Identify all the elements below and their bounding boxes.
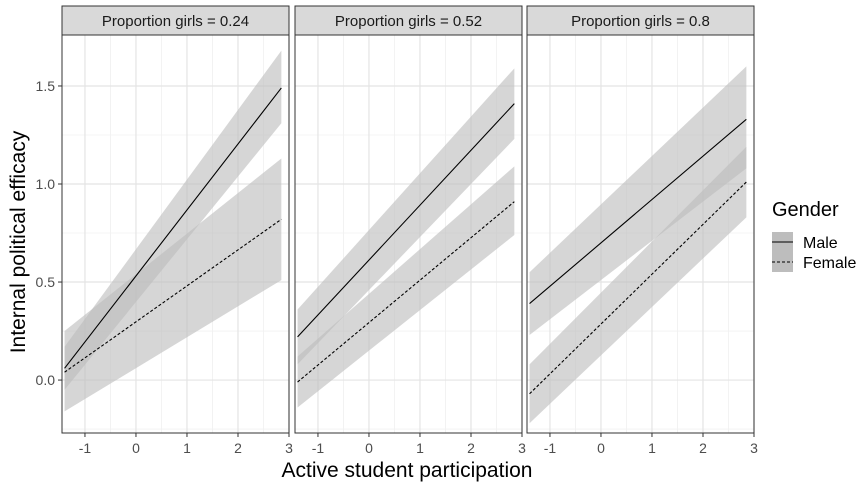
x-tick-label: 3 bbox=[518, 440, 526, 456]
series-line-female bbox=[64, 218, 282, 373]
x-axis-title: Active student participation bbox=[282, 459, 533, 482]
series-line-female bbox=[529, 181, 747, 395]
x-tick-label: -1 bbox=[544, 440, 557, 456]
y-axis: 0.0 0.5 1.0 1.5 bbox=[36, 78, 62, 388]
ci-band-female bbox=[297, 166, 515, 408]
series-line-male bbox=[64, 87, 282, 369]
ci-band-female bbox=[529, 146, 747, 424]
panel-1: Proportion girls = 0.24 bbox=[61, 5, 290, 434]
x-tick-label: 2 bbox=[699, 440, 707, 456]
panel-content bbox=[297, 68, 515, 408]
x-tick-label: 2 bbox=[234, 440, 242, 456]
series-line-male bbox=[297, 103, 515, 338]
x-tick-label: 1 bbox=[183, 440, 191, 456]
panel-content bbox=[64, 50, 282, 412]
y-tick-label: 0.5 bbox=[36, 274, 56, 290]
facet-strip-label: Proportion girls = 0.24 bbox=[102, 13, 249, 30]
x-tick-label: 0 bbox=[597, 440, 605, 456]
facet-strip bbox=[61, 5, 290, 36]
panel-border bbox=[526, 34, 755, 434]
ci-band-male bbox=[297, 68, 515, 365]
y-tick-label: 1.0 bbox=[36, 176, 56, 192]
legend-label-female: Female bbox=[803, 255, 856, 272]
panel-border bbox=[294, 34, 523, 434]
y-tick-label: 1.5 bbox=[36, 78, 56, 94]
x-axis-panel-2: -1 0 1 2 3 bbox=[312, 433, 526, 456]
chart-panels: Proportion girls = 0.24 Proportion girls … bbox=[61, 5, 755, 434]
y-axis-title: Internal political efficacy bbox=[7, 130, 30, 353]
legend: Gender Male Female bbox=[772, 199, 856, 272]
facet-strip-label: Proportion girls = 0.52 bbox=[335, 13, 482, 30]
x-tick-label: 0 bbox=[132, 440, 140, 456]
x-tick-label: -1 bbox=[312, 440, 325, 456]
x-tick-label: 3 bbox=[750, 440, 758, 456]
ci-band-female bbox=[64, 158, 282, 412]
legend-title: Gender bbox=[772, 199, 839, 221]
x-tick-label: 1 bbox=[648, 440, 656, 456]
x-tick-label: 3 bbox=[285, 440, 293, 456]
panel-3: Proportion girls = 0.8 bbox=[526, 5, 755, 434]
panel-border bbox=[61, 34, 290, 434]
x-tick-label: 1 bbox=[416, 440, 424, 456]
x-tick-label: 0 bbox=[365, 440, 373, 456]
panel-content bbox=[529, 66, 747, 424]
x-tick-label: 2 bbox=[467, 440, 475, 456]
series-line-male bbox=[529, 118, 747, 305]
panel-2: Proportion girls = 0.52 bbox=[294, 5, 523, 434]
x-tick-label: -1 bbox=[79, 440, 92, 456]
series-line-female bbox=[297, 201, 515, 383]
legend-label-male: Male bbox=[803, 235, 838, 252]
facet-strip bbox=[526, 5, 755, 36]
y-tick-label: 0.0 bbox=[36, 372, 56, 388]
x-axes: -1 0 1 2 3 -1 0 1 2 3 -1 0 1 2 3 bbox=[79, 433, 758, 456]
x-axis-panel-1: -1 0 1 2 3 bbox=[79, 433, 293, 456]
ci-band-male bbox=[529, 66, 747, 335]
x-axis-panel-3: -1 0 1 2 3 bbox=[544, 433, 758, 456]
facet-strip-label: Proportion girls = 0.8 bbox=[571, 13, 710, 30]
